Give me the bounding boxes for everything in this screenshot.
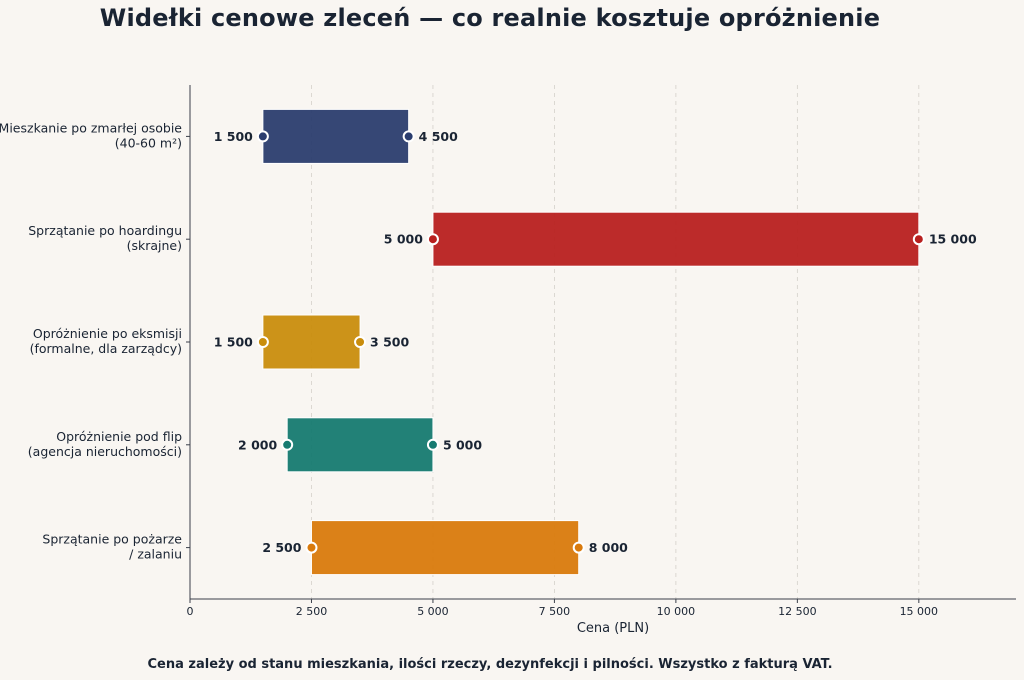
category-label-line: Opróżnienie pod flip [56,429,182,444]
max-marker [912,233,925,246]
category-label-line: Mieszkanie po zmarłej osobie [0,120,182,135]
min-value-label: 5 000 [384,232,423,247]
category-label-line: Sprzątanie po pożarze [42,532,182,547]
chart-title: Widełki cenowe zleceń — co realnie koszt… [99,4,881,32]
x-tick-label: 0 [187,605,194,618]
category-label-line: (formalne, dla zarządcy) [30,341,182,356]
x-tick-label: 15 000 [900,605,939,618]
range-bar [310,520,580,576]
x-tick-label: 2 500 [296,605,328,618]
category-label-line: (40-60 m²) [115,135,182,150]
labels-group: Mieszkanie po zmarłej osobie (40-60 m²) 1 … [0,120,977,561]
range-bar-chart: 0 2 500 5 000 7 500 10 000 12 500 15 000 Cena (… [0,85,1016,636]
min-marker [256,336,269,348]
range-bar [262,108,410,164]
category-label: Sprzątanie po hoardingu (skrajne) [28,223,182,253]
category-label-line: Sprzątanie po hoardingu [28,223,182,238]
min-marker [281,438,294,451]
x-axis-title: Cena (PLN) [577,621,649,636]
max-value-label: 4 500 [419,129,458,144]
x-tick-label: 12 500 [778,605,817,618]
max-value-label: 15 000 [929,232,977,247]
max-marker [572,541,585,554]
max-marker [402,130,415,143]
category-label-line: (skrajne) [127,238,182,253]
min-value-label: 1 500 [214,335,253,350]
axes-group: 0 2 500 5 000 7 500 10 000 12 500 15 000 Cena (… [186,85,1016,636]
max-value-label: 8 000 [589,540,628,555]
category-label: Mieszkanie po zmarłej osobie (40-60 m²) [0,120,182,150]
x-tick-label: 7 500 [539,605,571,618]
chart-footnote: Cena zależy od stanu mieszkania, ilości … [147,657,833,672]
max-marker [354,336,367,348]
range-bar [432,211,920,267]
range-bar [262,314,361,370]
min-marker [305,541,318,554]
max-value-label: 3 500 [370,335,409,350]
category-label: Opróżnienie po eksmisji (formalne, dla za… [30,326,182,356]
min-value-label: 2 500 [262,540,301,555]
x-tick-label: 5 000 [417,605,449,618]
min-value-label: 1 500 [214,129,253,144]
x-tick-label: 10 000 [657,605,696,618]
range-bar [286,417,434,473]
category-label-line: (agencja nieruchomości) [28,444,182,459]
category-label-line: / zalaniu [129,547,182,562]
min-value-label: 2 000 [238,437,277,452]
max-value-label: 5 000 [443,437,482,452]
category-label: Opróżnienie pod flip (agencja nieruchomoś… [28,429,182,459]
bars-group [256,108,925,576]
category-label-line: Opróżnienie po eksmisji [33,326,182,341]
min-marker [256,130,269,143]
max-marker [426,438,439,451]
category-label: Sprzątanie po pożarze / zalaniu [42,532,182,562]
min-marker [426,233,439,246]
